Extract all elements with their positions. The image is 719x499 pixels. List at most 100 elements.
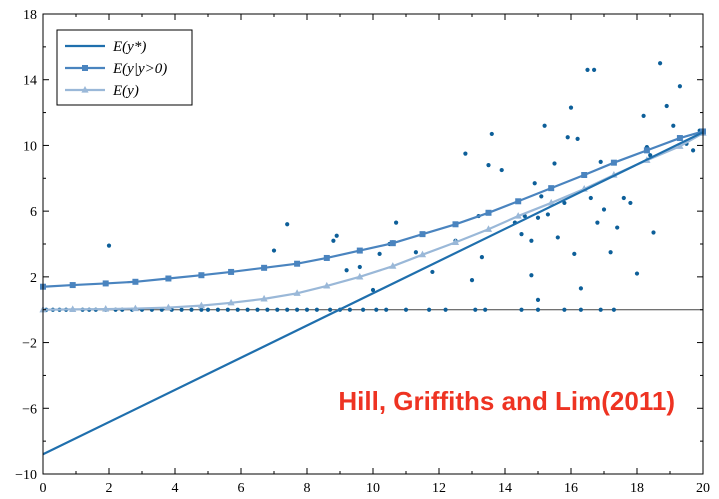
- series-marker: [451, 238, 460, 245]
- scatter-point: [598, 307, 603, 312]
- scatter-point: [535, 297, 541, 302]
- scatter-point: [628, 200, 633, 206]
- scatter-point: [535, 215, 541, 220]
- y-tick-label: 2: [30, 271, 37, 286]
- legend-marker: [82, 65, 88, 71]
- scatter-point: [499, 167, 504, 173]
- scatter-point: [611, 307, 617, 312]
- series-marker: [132, 278, 139, 285]
- scatter-point: [265, 307, 270, 312]
- series-lines: [39, 128, 707, 456]
- series-marker: [131, 304, 139, 312]
- scatter-point: [271, 248, 277, 253]
- x-tick-label: 8: [304, 481, 311, 496]
- scatter-point: [334, 233, 339, 238]
- x-tick-label: 4: [172, 481, 179, 496]
- y-tick-label: −6: [22, 402, 37, 417]
- scatter-point: [486, 163, 491, 168]
- scatter-point: [344, 268, 349, 273]
- x-tick-label: 14: [498, 481, 512, 496]
- x-tick-label: 10: [366, 481, 380, 496]
- scatter-point: [215, 307, 220, 312]
- scatter-point: [572, 251, 577, 256]
- scatter-point: [331, 238, 336, 243]
- series-marker: [676, 142, 684, 149]
- scatter-point: [179, 307, 184, 312]
- scatter-point: [634, 271, 640, 276]
- series-marker: [323, 254, 330, 261]
- series-marker: [389, 240, 396, 247]
- scatter-point: [443, 307, 448, 312]
- scatter-point: [677, 84, 683, 89]
- scatter-point: [595, 220, 600, 225]
- x-tick-label: 0: [40, 481, 47, 496]
- series-marker: [197, 301, 205, 309]
- scatter-point: [357, 264, 362, 270]
- scatter-point: [519, 307, 524, 312]
- series-marker: [389, 262, 397, 269]
- x-tick-label: 6: [238, 481, 245, 496]
- y-tick-label: −2: [22, 337, 37, 352]
- y-tick-label: 6: [30, 205, 37, 220]
- scatter-point: [519, 232, 524, 237]
- scatter-point: [535, 307, 541, 312]
- series-marker: [165, 275, 172, 282]
- y-tick-label: 18: [23, 8, 37, 23]
- scatter-point: [552, 161, 557, 166]
- scatter-point: [598, 159, 603, 164]
- scatter-point: [189, 307, 194, 312]
- scatter-point: [304, 307, 310, 312]
- scatter-point: [542, 123, 547, 128]
- scatter-point: [529, 273, 534, 278]
- legend-label: E(y|y>0): [112, 61, 167, 77]
- series-marker: [323, 281, 331, 289]
- series-marker: [484, 225, 493, 232]
- scatter-point: [427, 307, 432, 312]
- scatter-point: [106, 243, 112, 248]
- scatter-point: [532, 181, 537, 186]
- y-tick-label: 10: [23, 139, 37, 154]
- series-marker: [643, 147, 650, 154]
- scatter-point: [562, 200, 567, 206]
- scatter-point: [658, 61, 663, 66]
- scatter-point: [347, 307, 352, 312]
- scatter-point: [374, 307, 379, 312]
- scatter-point: [275, 307, 280, 312]
- scatter-point: [469, 278, 475, 283]
- scatter-point: [578, 307, 584, 312]
- series-marker: [69, 305, 77, 312]
- series-marker: [452, 221, 459, 228]
- series-marker: [261, 264, 268, 271]
- legend-label: E(y): [112, 83, 139, 99]
- legend-marker: [81, 86, 89, 93]
- scatter-point: [651, 230, 656, 235]
- scatter-point: [578, 286, 584, 291]
- scatter-point: [575, 136, 580, 141]
- scatter-point: [361, 307, 366, 312]
- scatter-point: [403, 307, 409, 312]
- series-marker: [514, 212, 522, 219]
- scatter-point: [621, 195, 626, 201]
- scatter-point: [314, 307, 319, 312]
- scatter-point: [529, 238, 534, 243]
- scatter-point: [671, 123, 676, 128]
- scatter-point: [588, 195, 593, 201]
- series-marker: [610, 159, 617, 166]
- series-marker: [228, 268, 235, 275]
- series-line: [42, 132, 704, 311]
- scatter-point: [489, 131, 494, 137]
- y-tick-label: −10: [15, 468, 37, 483]
- scatter-point: [295, 307, 300, 312]
- scatter-point: [285, 307, 290, 312]
- series-marker: [548, 185, 555, 192]
- scatter-point: [463, 151, 468, 156]
- scatter-point: [255, 307, 260, 312]
- scatter-point: [328, 307, 333, 312]
- series-marker: [356, 272, 364, 280]
- scatter-point: [377, 251, 382, 256]
- series-marker: [164, 303, 172, 311]
- axis-ticks: 0 2 4 6 8 10 12 14 16 18 20 −10 −6 −2 2 6 10 14 18: [15, 8, 710, 496]
- series-marker: [547, 198, 555, 206]
- series-marker: [418, 250, 427, 258]
